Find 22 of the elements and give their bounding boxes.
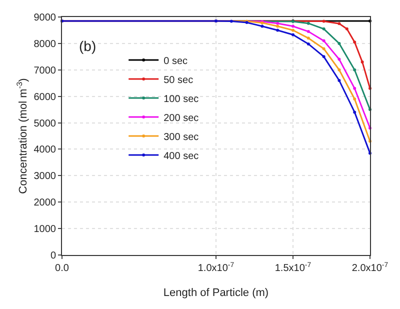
x-tick-label: 1.0x10$^{-7}$ xyxy=(198,262,234,274)
y-tick-label: 4000 xyxy=(34,144,56,156)
y-tick-label: 3000 xyxy=(34,171,56,182)
y-tick-label: 5000 xyxy=(34,118,56,130)
x-axis-title: Length of Particle (m) xyxy=(163,287,269,300)
y-tick-label: 6000 xyxy=(34,92,56,103)
legend-label: 100 sec xyxy=(164,94,199,105)
legend-label: 300 sec xyxy=(164,132,199,143)
legend-label: 0 sec xyxy=(164,56,188,67)
legend-label: 50 sec xyxy=(164,74,194,86)
y-tick-label: 2000 xyxy=(34,198,56,209)
y-tick-label: 0 xyxy=(50,250,56,262)
x-tick-label: 2.0x10$^{-7}$ xyxy=(352,262,388,274)
y-tick-label: 7000 xyxy=(34,65,56,76)
legend-label: 400 sec xyxy=(164,150,199,162)
y-tick-label: 9000 xyxy=(34,12,56,24)
legend-label: 200 sec xyxy=(164,112,199,124)
y-tick-label: 8000 xyxy=(34,38,56,50)
annotation: (b) xyxy=(79,38,96,54)
y-tick-label: 1000 xyxy=(34,224,56,236)
x-tick-label: 1.5x10$^{-7}$ xyxy=(274,262,312,274)
x-tick-label: 0.0 xyxy=(55,263,70,274)
